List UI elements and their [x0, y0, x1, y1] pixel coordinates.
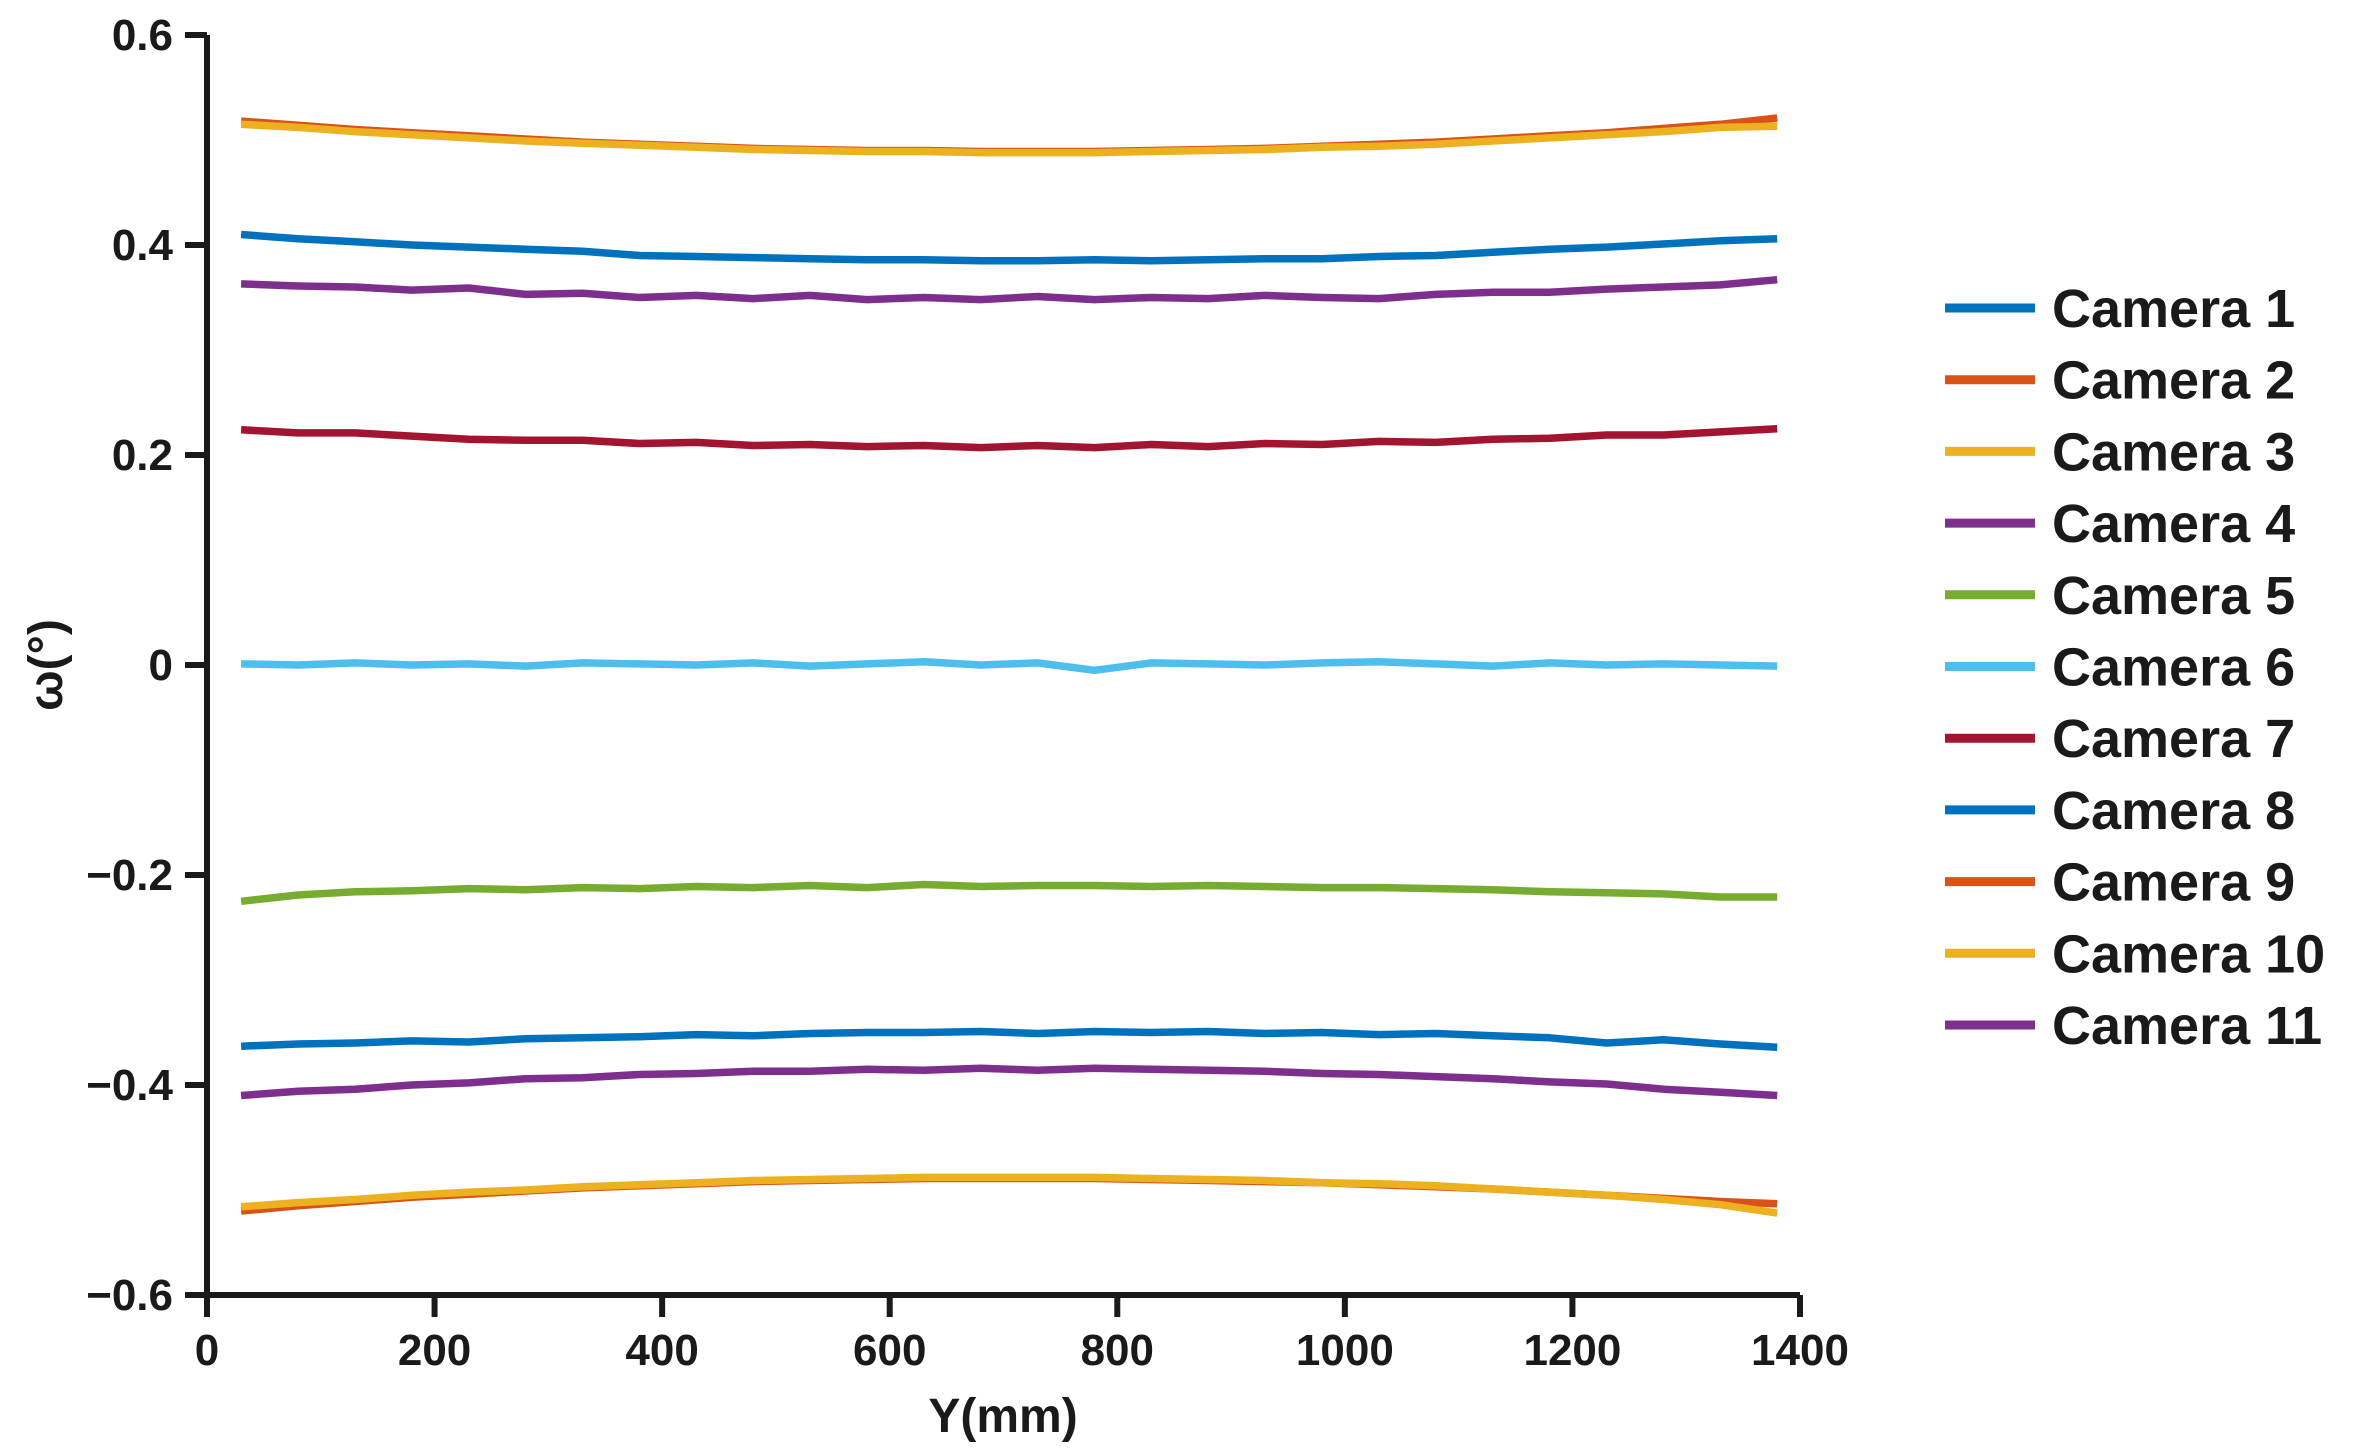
- x-tick-label-600: 600: [853, 1326, 926, 1375]
- series-line-camera-11: [240, 1064, 1778, 1100]
- legend-item-camera-10: Camera 10: [1945, 924, 2325, 984]
- series-line-camera-7: [240, 425, 1778, 452]
- x-axis-label: Y(mm): [928, 1390, 1077, 1443]
- y-tick-label-0.4: 0.4: [112, 221, 174, 270]
- legend-item-camera-4: Camera 4: [1945, 494, 2295, 554]
- series-line-camera-5: [240, 880, 1778, 906]
- legend-item-camera-1: Camera 1: [1945, 279, 2295, 339]
- x-tick-label-1200: 1200: [1523, 1326, 1621, 1375]
- series-line-camera-6: [241, 658, 1778, 675]
- legend-item-camera-2: Camera 2: [1945, 351, 2295, 411]
- legend-label-camera-10: Camera 10: [2052, 924, 2325, 984]
- legend-label-camera-1: Camera 1: [2052, 279, 2295, 339]
- legend-label-camera-5: Camera 5: [2052, 566, 2295, 626]
- y-tick-label--0.6: −0.6: [86, 1271, 173, 1320]
- legend-item-camera-7: Camera 7: [1945, 709, 2295, 769]
- legend-label-camera-11: Camera 11: [2052, 996, 2322, 1056]
- series-line-camera-1: [240, 230, 1778, 265]
- x-ticks: 0 200 400 600 800 1000 1200 1400: [195, 1295, 1849, 1375]
- legend-item-camera-9: Camera 9: [1945, 853, 2295, 913]
- legend: Camera 1 Camera 2 Camera 3 Camera 4 Camera 5…: [1945, 279, 2325, 1056]
- legend-label-camera-4: Camera 4: [2052, 494, 2295, 554]
- legend-item-camera-11: Camera 11: [1945, 996, 2322, 1056]
- legend-label-camera-7: Camera 7: [2052, 709, 2295, 769]
- x-tick-label-200: 200: [398, 1326, 471, 1375]
- x-tick-label-1400: 1400: [1751, 1326, 1849, 1375]
- legend-label-camera-9: Camera 9: [2052, 853, 2295, 913]
- y-axis-label: ω(°): [20, 619, 73, 711]
- x-tick-label-400: 400: [625, 1326, 698, 1375]
- y-tick-label-0.6: 0.6: [112, 11, 173, 60]
- series-group: [240, 114, 1778, 1217]
- legend-item-camera-8: Camera 8: [1945, 781, 2295, 841]
- series-line-camera-10: [240, 1173, 1778, 1217]
- y-tick-label-0: 0: [149, 641, 173, 690]
- legend-label-camera-3: Camera 3: [2052, 422, 2295, 482]
- legend-item-camera-5: Camera 5: [1945, 566, 2295, 626]
- legend-item-camera-3: Camera 3: [1945, 422, 2295, 482]
- axes-group: 0 200 400 600 800 1000 1200 1400 0.6 0.4 0.2 0 −0.2…: [86, 11, 1849, 1375]
- y-tick-label--0.2: −0.2: [86, 851, 173, 900]
- legend-label-camera-8: Camera 8: [2052, 781, 2295, 841]
- series-line-camera-8: [240, 1027, 1778, 1051]
- series-line-camera-3: [240, 120, 1778, 157]
- y-ticks: 0.6 0.4 0.2 0 −0.2 −0.4 −0.6: [86, 11, 207, 1320]
- x-tick-label-0: 0: [195, 1326, 219, 1375]
- series-line-camera-4: [240, 275, 1778, 304]
- legend-label-camera-2: Camera 2: [2052, 351, 2295, 411]
- x-tick-label-1000: 1000: [1296, 1326, 1394, 1375]
- y-tick-label-0.2: 0.2: [112, 431, 173, 480]
- x-tick-label-800: 800: [1081, 1326, 1154, 1375]
- legend-item-camera-6: Camera 6: [1945, 638, 2295, 698]
- legend-label-camera-6: Camera 6: [2052, 638, 2295, 698]
- y-tick-label--0.4: −0.4: [86, 1061, 173, 1110]
